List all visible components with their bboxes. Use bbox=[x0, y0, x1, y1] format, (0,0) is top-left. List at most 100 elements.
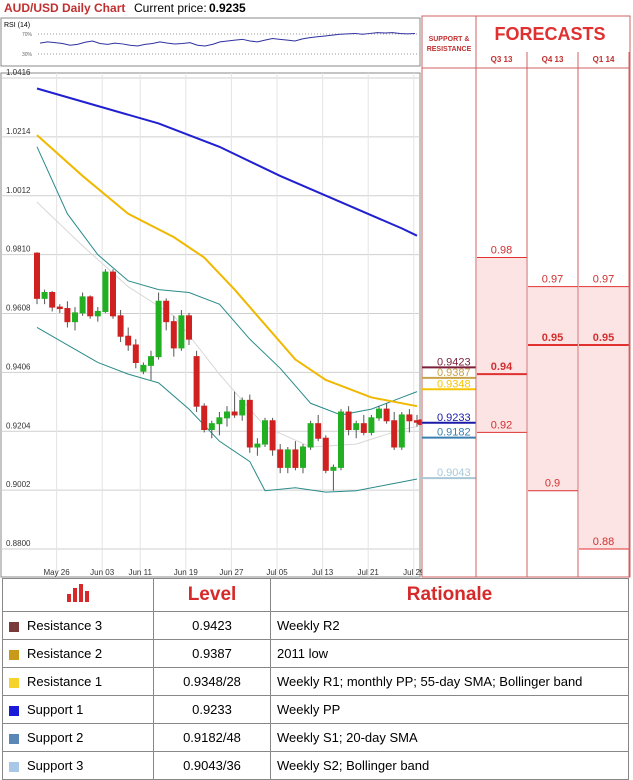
forecast-value: 0.94 bbox=[491, 361, 513, 373]
candle bbox=[41, 289, 48, 305]
y-tick-label: 0.8800 bbox=[6, 539, 31, 548]
row-rationale: Weekly PP bbox=[270, 695, 629, 724]
candle bbox=[72, 307, 78, 331]
candle bbox=[292, 441, 299, 471]
row-rationale: 2011 low bbox=[270, 639, 629, 668]
row-name: Support 1 bbox=[27, 702, 84, 717]
sr-level-value: 0.9182 bbox=[437, 427, 471, 439]
chart-title: AUD/USD Daily Chart bbox=[4, 1, 125, 15]
candle bbox=[376, 406, 382, 421]
row-name-cell: Support 1 bbox=[2, 695, 154, 724]
y-tick-label: 1.0214 bbox=[6, 127, 31, 136]
candle bbox=[132, 339, 139, 369]
candle bbox=[79, 292, 86, 316]
candle bbox=[148, 350, 154, 380]
forecast-range bbox=[528, 286, 577, 491]
candle bbox=[193, 350, 200, 413]
candle bbox=[216, 412, 223, 436]
row-level: 0.9387 bbox=[153, 639, 271, 668]
candle bbox=[284, 446, 291, 474]
sr-level: 0.9348 bbox=[422, 378, 476, 391]
grid bbox=[1, 73, 420, 577]
x-tick-label: Jun 27 bbox=[219, 568, 244, 577]
color-swatch bbox=[9, 621, 19, 632]
table-row: Support 1 0.9233 Weekly PP bbox=[2, 695, 629, 724]
forecast-value: 0.97 bbox=[542, 274, 563, 286]
sr-level: 0.9387 bbox=[422, 367, 476, 379]
forecast-column-label: Q4 13 bbox=[542, 55, 564, 64]
candle bbox=[170, 315, 177, 357]
row-name-cell: Resistance 1 bbox=[2, 667, 154, 696]
color-swatch bbox=[9, 761, 19, 772]
row-name-cell: Support 2 bbox=[2, 723, 154, 752]
sma-200 bbox=[36, 87, 418, 237]
forecast-columns: Q3 13 0.98 0.94 0.92 Q4 13 0.97 0.95 0.9 Q1 14 0.… bbox=[475, 52, 630, 577]
table-row: Support 2 0.9182/48 Weekly S1; 20-day SMA bbox=[2, 723, 629, 752]
row-name-cell: Resistance 3 bbox=[2, 611, 154, 640]
color-swatch bbox=[9, 705, 19, 716]
row-name: Resistance 1 bbox=[27, 674, 103, 689]
sr-level: 0.9423 bbox=[422, 356, 476, 369]
table-row: Resistance 2 0.9387 2011 low bbox=[2, 639, 629, 668]
candle bbox=[307, 420, 314, 450]
forecast-value: 0.92 bbox=[491, 419, 512, 431]
forecast-value: 0.88 bbox=[593, 536, 614, 548]
sr-label-2: RESISTANCE bbox=[427, 46, 472, 53]
candle bbox=[140, 362, 147, 375]
sma-55 bbox=[36, 134, 418, 408]
color-swatch bbox=[9, 649, 19, 660]
sr-level-value: 0.9348 bbox=[437, 378, 471, 390]
row-level: 0.9233 bbox=[153, 695, 271, 724]
table-header: Level Rationale bbox=[2, 578, 629, 612]
row-level: 0.9043/36 bbox=[153, 751, 271, 780]
row-rationale: Weekly S1; 20-day SMA bbox=[270, 723, 629, 752]
chart-area: AUD/USD Daily Chart Current price: 0.923… bbox=[0, 1, 631, 578]
price-value: 0.9235 bbox=[209, 1, 246, 15]
row-level: 0.9423 bbox=[153, 611, 271, 640]
y-tick-label: 0.9002 bbox=[6, 480, 31, 489]
candle bbox=[94, 307, 101, 322]
y-tick-label: 0.9810 bbox=[6, 245, 31, 254]
candle bbox=[322, 435, 329, 474]
y-tick-label: 1.0416 bbox=[6, 68, 31, 77]
candle bbox=[56, 304, 63, 313]
candle bbox=[155, 292, 162, 360]
candle bbox=[49, 291, 56, 312]
forecast-column: Q3 13 0.98 0.94 0.92 bbox=[475, 52, 527, 577]
forecast-range bbox=[477, 257, 526, 433]
sr-label-1: SUPPORT & bbox=[429, 36, 470, 43]
rsi-level-low: 30% bbox=[22, 52, 33, 58]
x-tick-label: Jun 03 bbox=[90, 568, 115, 577]
forecast-column: Q4 13 0.97 0.95 0.9 bbox=[526, 52, 578, 577]
candle bbox=[368, 414, 375, 436]
forecast-value: 0.95 bbox=[593, 332, 614, 344]
candle bbox=[254, 438, 261, 456]
x-tick-label: May 26 bbox=[43, 568, 70, 577]
candle bbox=[34, 252, 40, 305]
candle bbox=[345, 406, 352, 436]
x-tick-label: Jul 29 bbox=[403, 568, 425, 577]
y-tick-label: 0.9204 bbox=[6, 421, 31, 430]
candle bbox=[163, 298, 170, 331]
rsi-level-high: 70% bbox=[22, 32, 33, 38]
col-level-header: Level bbox=[153, 578, 271, 612]
candles bbox=[34, 252, 420, 491]
row-level: 0.9182/48 bbox=[153, 723, 271, 752]
x-tick-label: Jul 21 bbox=[358, 568, 380, 577]
row-rationale: Weekly R2 bbox=[270, 611, 629, 640]
candle bbox=[338, 409, 344, 471]
table-row: Resistance 1 0.9348/28 Weekly R1; monthly … bbox=[2, 667, 629, 696]
sr-level: 0.9182 bbox=[422, 427, 476, 439]
bar-chart-icon-cell bbox=[2, 578, 154, 612]
candle bbox=[277, 444, 284, 474]
candle bbox=[64, 301, 71, 328]
forecast-value: 0.98 bbox=[491, 245, 512, 257]
sr-level: 0.9233 bbox=[422, 412, 476, 424]
bollinger-upper bbox=[36, 146, 418, 416]
forecast-column: Q1 14 0.97 0.95 0.88 bbox=[577, 52, 629, 577]
forecast-value: 0.9 bbox=[545, 478, 560, 490]
candle bbox=[117, 310, 124, 343]
x-tick-label: Jun 19 bbox=[174, 568, 199, 577]
candle bbox=[315, 414, 322, 442]
sr-column bbox=[421, 15, 477, 578]
